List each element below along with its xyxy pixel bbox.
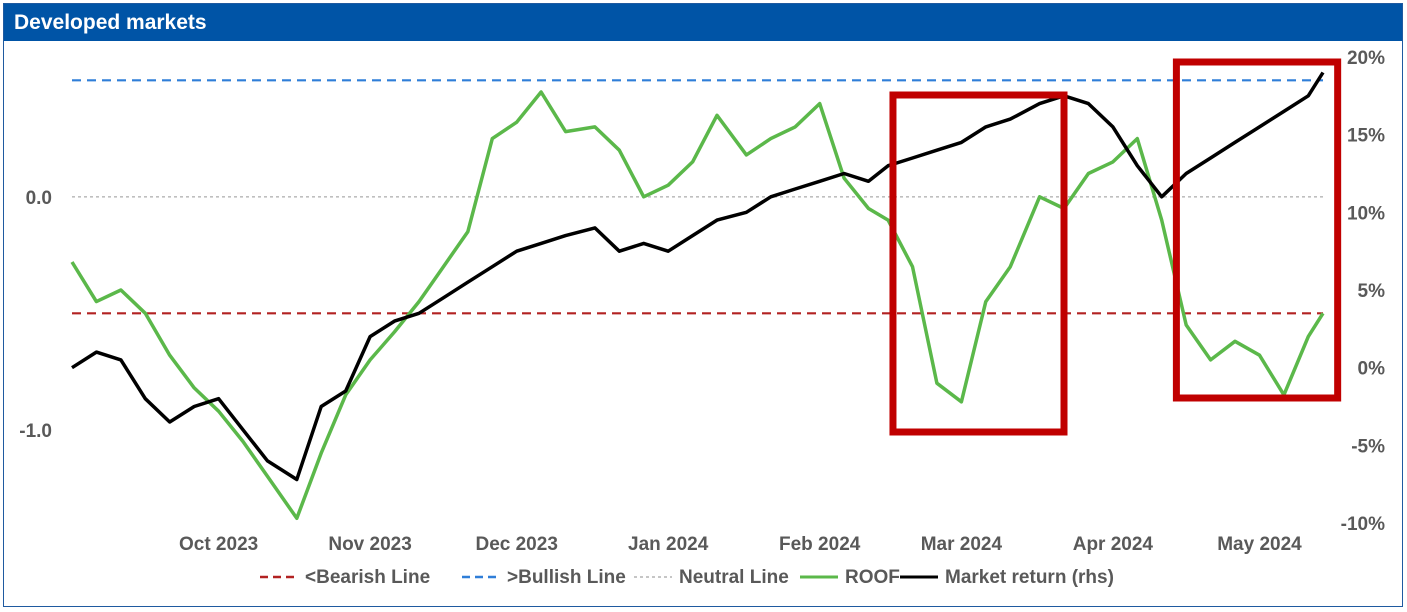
highlight-box [1172, 58, 1342, 402]
x-axis-tick-label: Nov 2023 [328, 534, 411, 555]
x-axis-tick-label: Mar 2024 [921, 534, 1003, 555]
market-legend-label: Market return (rhs) [945, 567, 1114, 588]
roof-legend-label: ROOF [845, 567, 900, 588]
left-axis-tick-label: -1.0 [19, 421, 52, 442]
highlight-box [889, 91, 1068, 436]
x-axis-tick-label: May 2024 [1217, 534, 1302, 555]
right-axis-tick-label: 5% [1358, 281, 1386, 302]
right-axis-tick-label: 0% [1358, 359, 1386, 380]
x-axis-tick-label: Jan 2024 [628, 534, 709, 555]
x-axis-tick-label: Dec 2023 [475, 534, 557, 555]
chart-frame: Developed markets [3, 3, 1403, 607]
right-axis-tick-label: 15% [1347, 126, 1385, 147]
left-axis-tick-label: 0.0 [26, 188, 52, 209]
right-axis-tick-label: -10% [1341, 514, 1385, 535]
market-return-series-line [71, 71, 1325, 482]
neutral-legend-label: Neutral Line [679, 567, 789, 588]
bullish-legend-label: >Bullish Line [507, 567, 626, 588]
x-axis-tick-label: Feb 2024 [779, 534, 861, 555]
roof-series-line [70, 90, 1325, 521]
chart-title: Developed markets [4, 4, 1402, 41]
right-axis-tick-label: -5% [1351, 436, 1385, 457]
x-axis-tick-label: Oct 2023 [179, 534, 258, 555]
x-axis-tick-label: Apr 2024 [1073, 534, 1154, 555]
right-axis-tick-label: 10% [1347, 203, 1385, 224]
bearish-legend-label: <Bearish Line [305, 567, 430, 588]
right-axis-tick-label: 20% [1347, 48, 1385, 69]
